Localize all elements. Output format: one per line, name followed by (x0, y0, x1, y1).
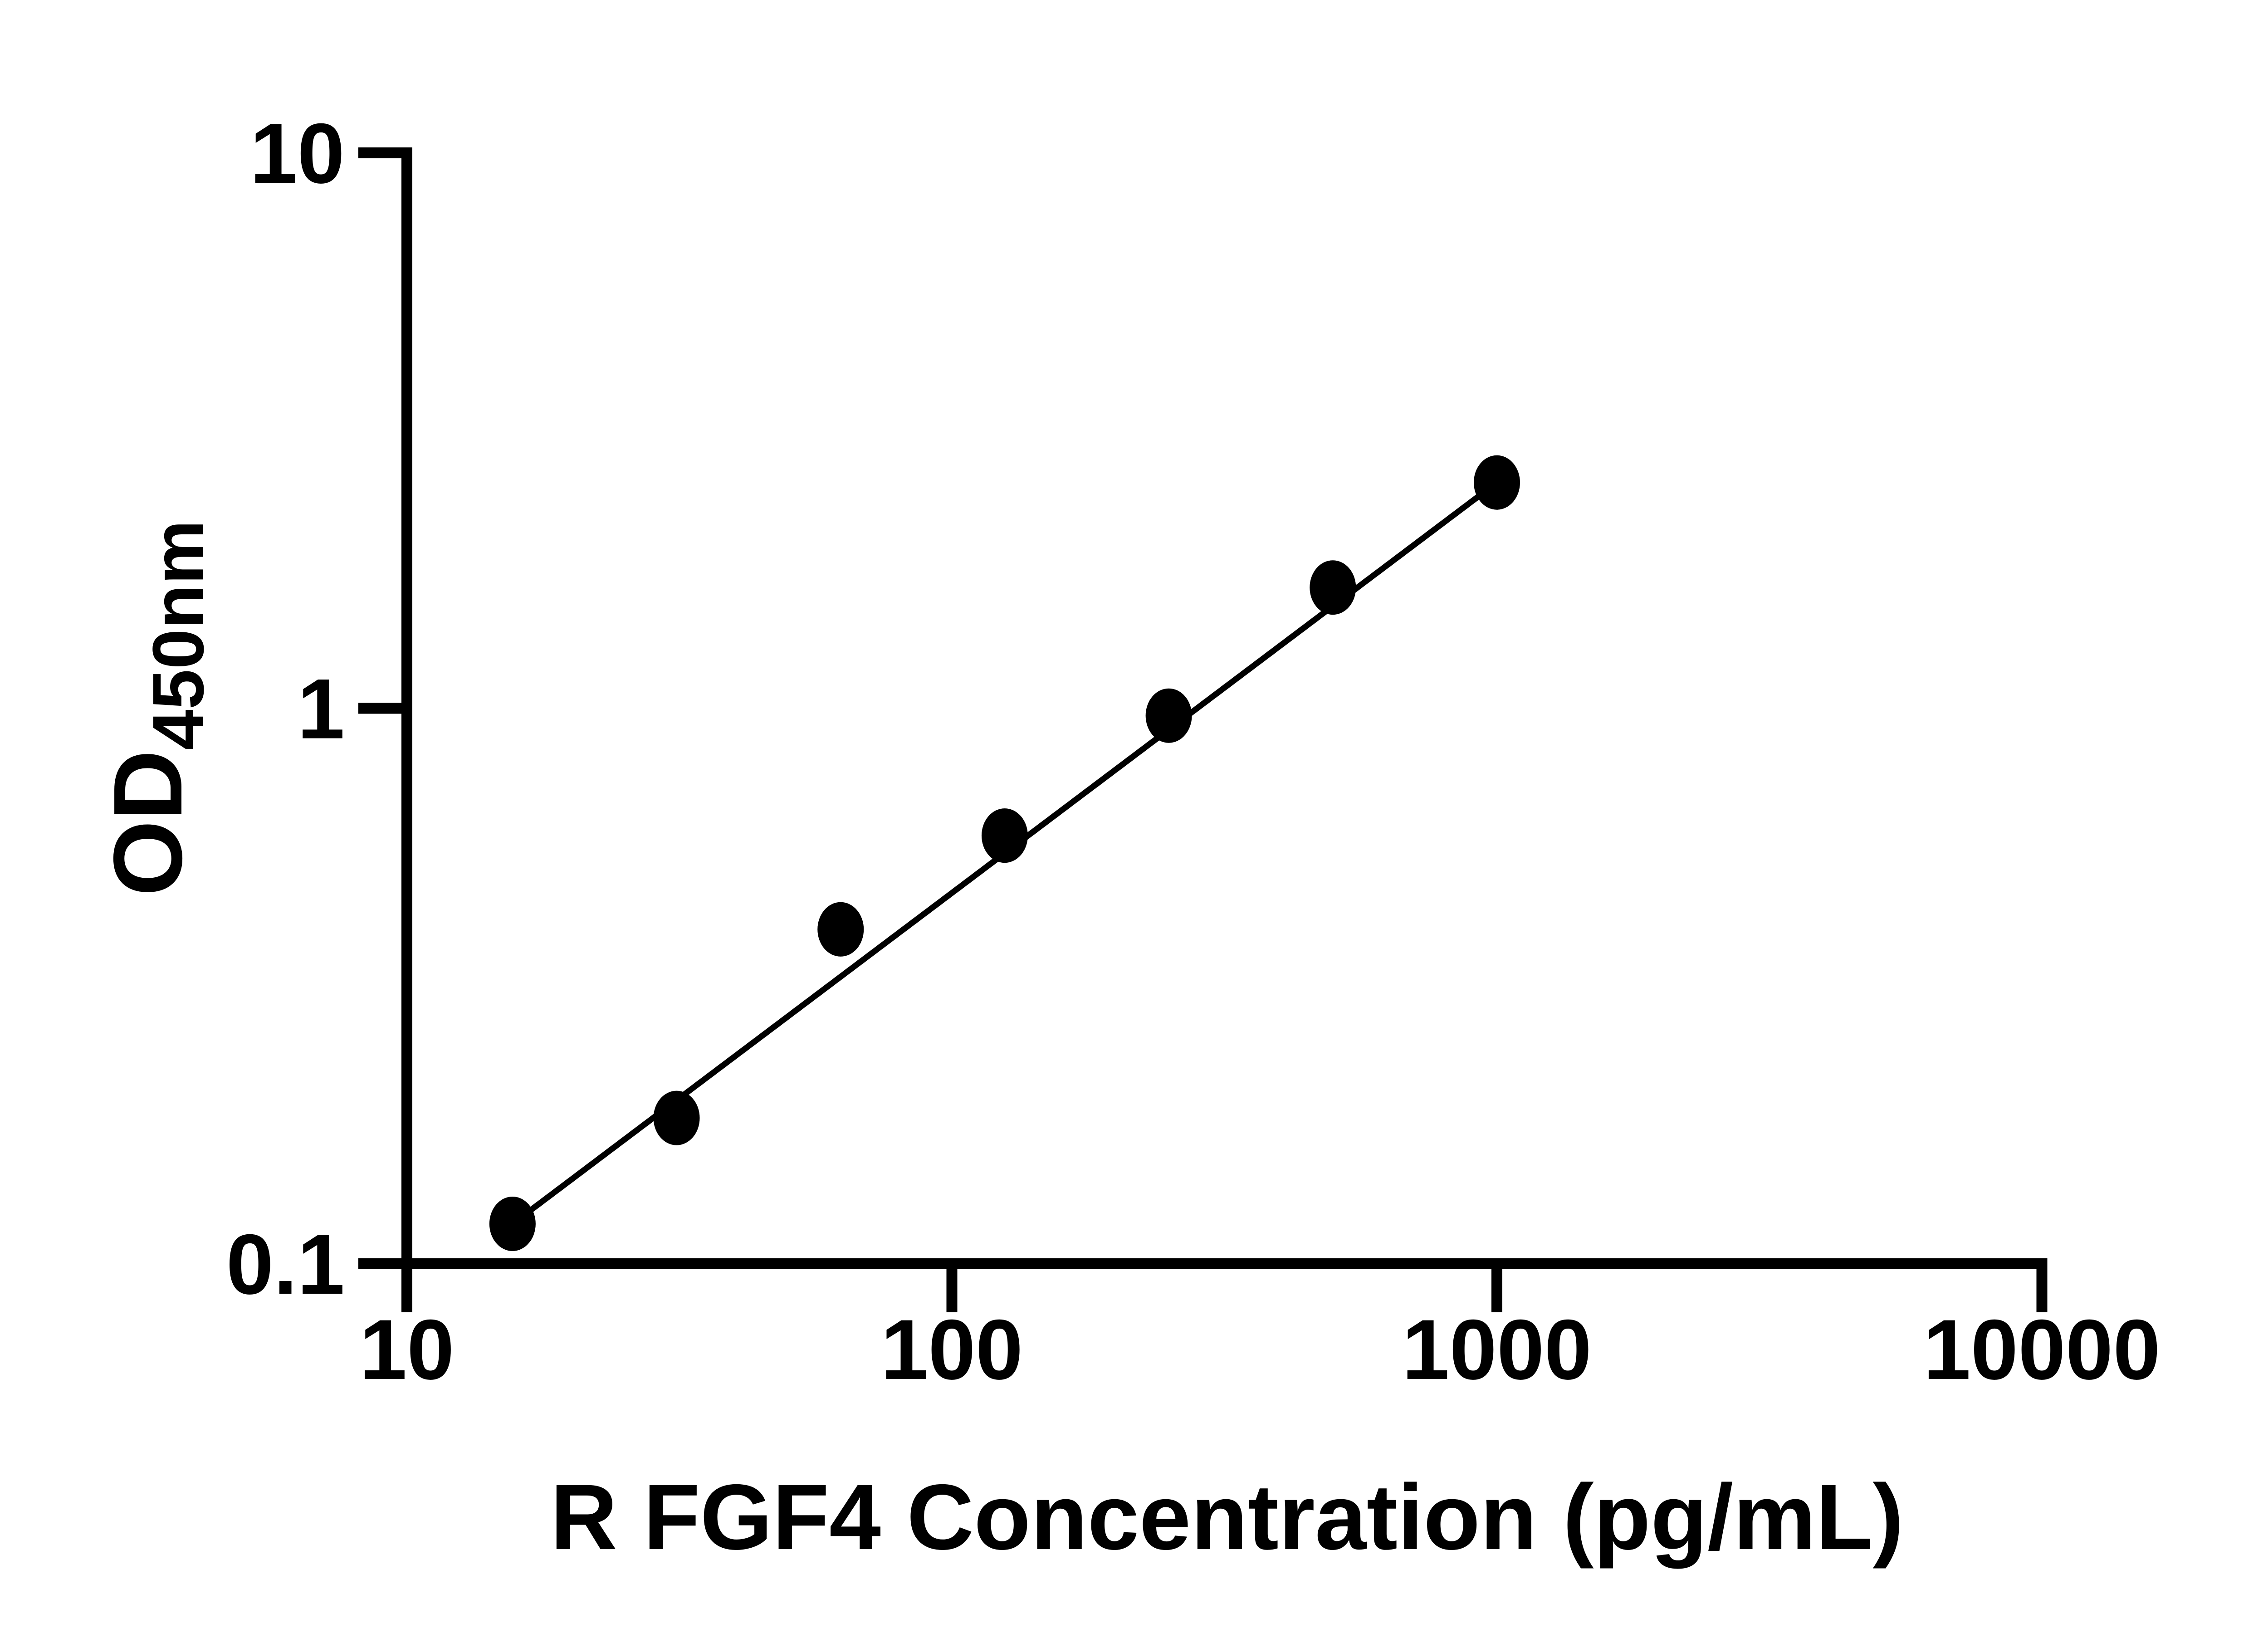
data-point (817, 902, 864, 957)
x-tick-label: 10 (359, 1302, 454, 1397)
data-series (489, 455, 1520, 1251)
axes (401, 147, 2048, 1269)
data-point (489, 1196, 536, 1251)
data-point (981, 808, 1028, 863)
data-point (653, 1090, 700, 1145)
y-axis-title: OD450nm (93, 520, 219, 896)
x-axis-title: R FGF4 Concentration (pg/mL) (550, 1465, 1904, 1569)
data-point (1310, 560, 1356, 615)
x-tick-label: 1000 (1402, 1302, 1592, 1397)
y-tick-label: 1 (297, 661, 345, 757)
data-points (489, 455, 1520, 1251)
data-point (1145, 688, 1192, 743)
y-axis-title-subscript: 450nm (137, 520, 219, 750)
x-axis-ticks (401, 1264, 2048, 1312)
x-tick-label: 10000 (1923, 1302, 2160, 1397)
y-axis-ticks (358, 147, 407, 1269)
y-tick-label: 0.1 (226, 1217, 345, 1312)
y-axis-tick-labels: 10 1 0.1 (226, 106, 345, 1312)
data-point (1474, 455, 1520, 510)
x-axis-tick-labels: 10 100 1000 10000 (359, 1302, 2160, 1397)
y-tick-label: 10 (250, 106, 345, 201)
y-axis-title-main: OD (93, 750, 202, 896)
x-tick-label: 100 (881, 1302, 1023, 1397)
